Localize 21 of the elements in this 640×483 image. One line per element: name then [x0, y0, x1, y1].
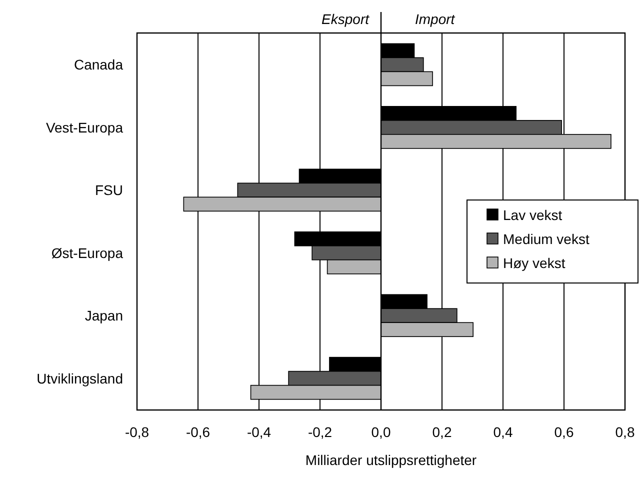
y-tick-label: Vest-Europa: [46, 119, 124, 136]
y-tick-label: Japan: [84, 308, 123, 324]
legend-label: Medium vekst: [503, 231, 590, 247]
x-tick-label: -0,2: [308, 424, 332, 440]
x-tick-label: 0,0: [371, 424, 391, 440]
y-tick-label: Øst-Europa: [51, 244, 124, 261]
x-axis-title: Milliarder utslippsrettigheter: [305, 452, 477, 468]
x-tick-label: 0,2: [432, 424, 452, 440]
legend-label: Høy vekst: [503, 255, 566, 271]
x-tick-label: 0,6: [554, 424, 574, 440]
x-tick-label: -0,4: [246, 424, 272, 440]
legend-label: Lav vekst: [503, 207, 562, 223]
x-tick-label: 0,4: [493, 424, 513, 440]
y-tick-label: Utviklingsland: [36, 370, 123, 386]
y-tick-label: Canada: [74, 56, 124, 73]
text: Import: [415, 11, 456, 27]
x-tick-label: -0,8: [124, 424, 150, 440]
text: Eksport: [322, 11, 370, 27]
x-tick-label: -0,6: [186, 424, 210, 440]
x-tick-label: 0,8: [615, 424, 635, 440]
y-tick-label: FSU: [95, 182, 123, 198]
